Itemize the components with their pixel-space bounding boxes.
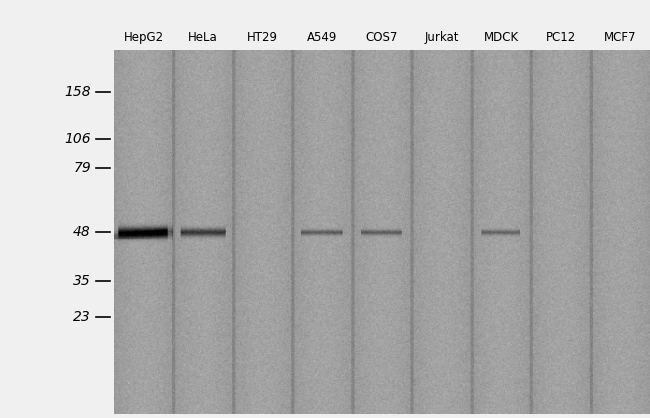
Text: MDCK: MDCK <box>484 31 519 44</box>
Text: 158: 158 <box>64 85 91 99</box>
Text: HT29: HT29 <box>247 31 278 44</box>
Text: 35: 35 <box>73 274 91 288</box>
Text: 79: 79 <box>73 161 91 175</box>
Text: A549: A549 <box>307 31 337 44</box>
Text: HepG2: HepG2 <box>124 31 164 44</box>
Text: PC12: PC12 <box>545 31 576 44</box>
Text: COS7: COS7 <box>366 31 398 44</box>
Bar <box>0 0 650 50</box>
Text: MCF7: MCF7 <box>604 31 636 44</box>
Text: 48: 48 <box>73 225 91 239</box>
Bar <box>0 0 114 418</box>
Text: HeLa: HeLa <box>188 31 218 44</box>
Text: 23: 23 <box>73 311 91 324</box>
Text: Jurkat: Jurkat <box>424 31 459 44</box>
Text: 106: 106 <box>64 132 91 146</box>
